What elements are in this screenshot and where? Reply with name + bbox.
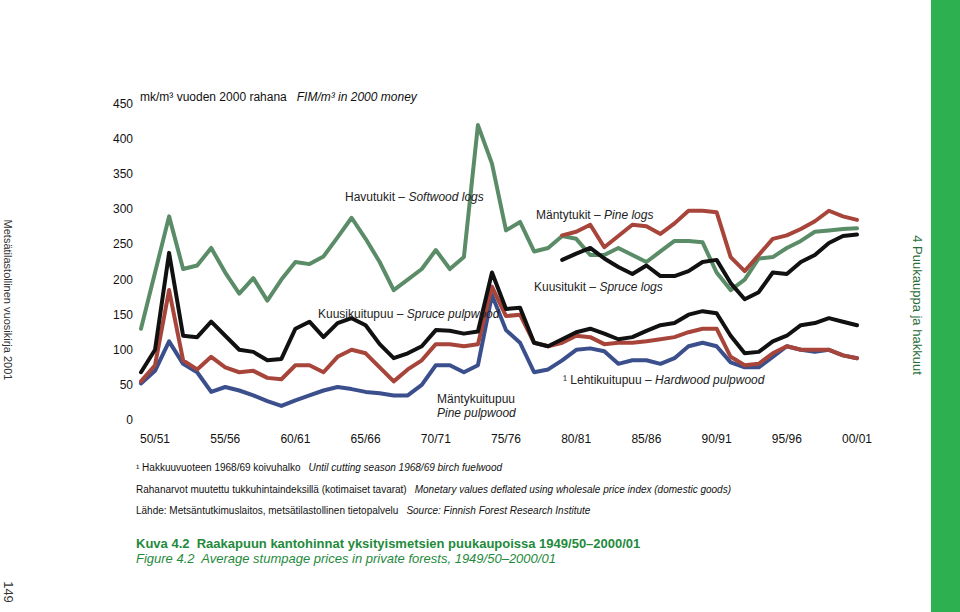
series-label: ¹ Lehtikuitupuu – Hardwood pulpwood <box>563 373 765 387</box>
footnote: ¹ Hakkuuvuoteen 1968/69 koivuhalko Until … <box>136 462 502 473</box>
y-tick-label: 50 <box>120 378 134 392</box>
y-tick <box>134 314 136 315</box>
y-tick <box>134 244 136 245</box>
subtitle: Figure 4.2 Average stumpage prices in pr… <box>136 551 556 566</box>
series-line <box>141 287 857 382</box>
plot-area <box>141 125 857 406</box>
x-tick-label: 85/86 <box>631 432 661 446</box>
y-tick <box>134 279 136 280</box>
label-en: Softwood logs <box>408 190 483 204</box>
series-line <box>562 235 857 300</box>
x-tick-label: 65/66 <box>351 432 381 446</box>
y-label-en: FIM/m³ in 2000 money <box>297 90 418 104</box>
series-line <box>141 125 857 329</box>
y-tick-label: 100 <box>113 343 133 357</box>
x-tick-label: 00/01 <box>842 432 872 446</box>
footnote: Rahanarvot muutettu tukkuhintaindeksillä… <box>136 484 731 495</box>
y-tick <box>134 104 136 105</box>
note-fi: ¹ Hakkuuvuoteen 1968/69 koivuhalko <box>136 462 301 473</box>
y-tick-label: 400 <box>113 132 133 146</box>
title: Kuva 4.2 Raakapuun kantohinnat yksityism… <box>136 536 640 551</box>
x-tick-label: 80/81 <box>561 432 591 446</box>
chart: 4 Puukauppa ja hakkuut Metsätilastollinen… <box>0 0 960 612</box>
x-tick-label: 90/91 <box>702 432 732 446</box>
series-label: Mäntytukit – Pine logs <box>536 208 653 222</box>
label-fi: Kuusitukit – <box>534 280 599 294</box>
y-tick-label: 200 <box>113 273 133 287</box>
label-en: Pine logs <box>604 208 653 222</box>
x-tick-label: 75/76 <box>491 432 521 446</box>
y-tick <box>134 384 136 385</box>
y-tick-label: 250 <box>113 237 133 251</box>
label-fi: Havutukit – <box>345 190 408 204</box>
y-tick <box>134 209 136 210</box>
y-tick <box>134 139 136 140</box>
footnote: Lähde: Metsäntutkimuslaitos, metsätilast… <box>136 505 591 516</box>
label-en: Spruce logs <box>599 280 662 294</box>
x-tick-label: 70/71 <box>421 432 451 446</box>
series-label: Kuusitukit – Spruce logs <box>534 280 663 294</box>
running-title: Metsätilastollinen vuosikirja 2001 <box>2 220 14 381</box>
label-fi: Mäntytukit – <box>536 208 604 222</box>
label-en: Hardwood pulpwood <box>655 373 765 387</box>
series-label: Kuusikuitupuu – Spruce pulpwood <box>318 307 500 321</box>
y-tick <box>134 174 136 175</box>
label-fi: Kuusikuitupuu – <box>318 307 407 321</box>
x-tick-label: 50/51 <box>140 432 170 446</box>
y-tick-label: 0 <box>126 413 133 427</box>
x-tick-label: 55/56 <box>210 432 240 446</box>
note-en: Until cutting season 1968/69 birch fuelw… <box>309 462 503 473</box>
label-fi: ¹ Lehtikuitupuu – <box>563 373 655 387</box>
y-tick-label: 150 <box>113 308 133 322</box>
y-axis-label: mk/m³ vuoden 2000 rahana FIM/m³ in 2000 m… <box>140 90 418 104</box>
label-line: Mäntykuitupuu <box>437 392 515 406</box>
y-tick-label: 350 <box>113 167 133 181</box>
page-number: 149 <box>1 581 16 603</box>
x-tick-label: 60/61 <box>280 432 310 446</box>
label-line: Pine pulpwood <box>437 406 516 420</box>
note-en: Monetary values deflated using wholesale… <box>415 484 731 495</box>
y-tick-label: 300 <box>113 202 133 216</box>
note-fi: Lähde: Metsäntutkimuslaitos, metsätilast… <box>136 505 398 516</box>
series-label: Havutukit – Softwood logs <box>345 190 484 204</box>
note-en: Source: Finnish Forest Research Institut… <box>406 505 590 516</box>
section-title: 4 Puukauppa ja hakkuut <box>910 235 925 375</box>
note-fi: Rahanarvot muutettu tukkuhintaindeksillä… <box>136 484 407 495</box>
label-en: Spruce pulpwood <box>407 307 500 321</box>
y-tick <box>134 349 136 350</box>
series-label: MäntykuitupuuPine pulpwood <box>437 392 516 420</box>
y-label-fi: mk/m³ vuoden 2000 rahana <box>140 90 287 104</box>
y-tick <box>134 420 136 421</box>
y-tick-label: 450 <box>113 97 133 111</box>
x-tick-label: 95/96 <box>772 432 802 446</box>
section-bar <box>931 0 960 612</box>
